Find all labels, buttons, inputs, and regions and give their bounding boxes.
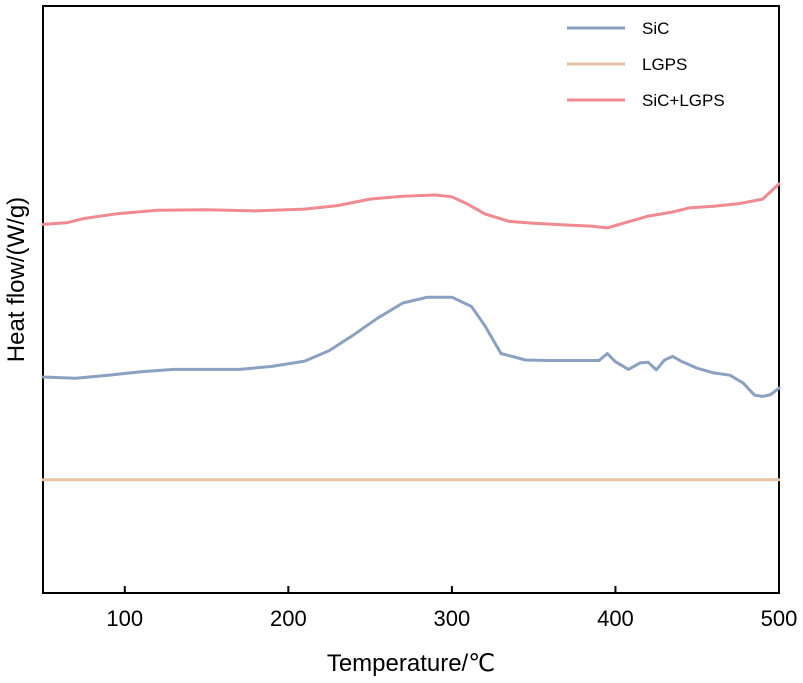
- legend-label-sic: SiC: [642, 19, 669, 38]
- x-tick-label-300: 300: [434, 606, 471, 631]
- x-axis-title: Temperature/℃: [327, 650, 495, 677]
- series-layer: [41, 182, 781, 482]
- legend: SiC LGPS SiC+LGPS: [567, 19, 725, 110]
- x-tick-label-200: 200: [270, 606, 307, 631]
- series-line-sic: [41, 295, 781, 398]
- legend-label-lgps: LGPS: [642, 55, 687, 74]
- x-axis-ticks: 100 200 300 400 500: [106, 586, 797, 631]
- series-line-sic-lgps: [41, 182, 781, 230]
- x-tick-label-100: 100: [106, 606, 143, 631]
- x-tick-label-500: 500: [761, 606, 798, 631]
- plot-frame: [42, 5, 780, 594]
- y-axis-title: Heat flow/(W/g): [3, 197, 30, 362]
- x-tick-label-400: 400: [597, 606, 634, 631]
- legend-label-sic-lgps: SiC+LGPS: [642, 91, 725, 110]
